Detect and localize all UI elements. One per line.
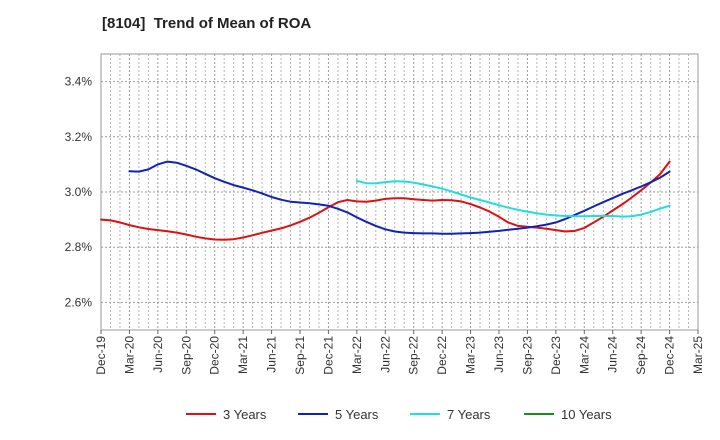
y-tick-label: 3.4% [65,75,93,89]
x-tick-label: Mar-21 [236,336,250,374]
chart-title: [8104] Trend of Mean of ROA [102,15,312,32]
x-tick-label: Sep-24 [634,336,648,375]
legend-label: 3 Years [223,407,267,422]
x-tick-label: Mar-22 [350,336,364,374]
x-tick-label: Dec-20 [208,336,222,375]
x-tick-label: Sep-22 [407,336,421,375]
x-tick-label: Jun-20 [151,336,165,373]
x-tick-label: Jun-22 [378,336,392,373]
x-tick-label: Jun-21 [265,336,279,373]
x-tick-label: Dec-22 [435,336,449,375]
x-tick-label: Sep-20 [179,336,193,375]
series-line [355,180,671,218]
x-tick-label: Dec-19 [94,336,108,375]
x-axis: Dec-19 Mar-20 Jun-20 Sep-20 Dec-20 Mar-21 Jun-… [94,330,705,375]
legend-label: 5 Years [335,407,379,422]
legend-label: 10 Years [561,407,612,422]
y-tick-label: 3.2% [65,130,93,144]
x-tick-label: Sep-21 [293,336,307,375]
y-axis: 2.6% 2.8% 3.0% 3.2% 3.4% [65,75,93,310]
y-tick-label: 2.8% [65,240,93,254]
x-tick-label: Mar-23 [464,336,478,374]
grid-lines [101,54,698,330]
x-tick-label: Dec-24 [663,336,677,375]
x-tick-label: Dec-23 [549,336,563,375]
x-tick-label: Mar-20 [122,336,136,374]
legend: 3 Years 5 Years 7 Years 10 Years [186,407,612,422]
x-tick-label: Sep-23 [520,336,534,375]
x-tick-label: Dec-21 [321,336,335,375]
legend-label: 7 Years [447,407,491,422]
series-line [128,160,671,235]
series-line [100,160,671,241]
x-tick-label: Jun-24 [606,336,620,373]
series-lines [100,160,671,241]
x-tick-label: Mar-25 [691,336,705,374]
y-tick-label: 2.6% [65,295,93,309]
x-tick-label: Mar-24 [577,336,591,374]
y-tick-label: 3.0% [65,185,93,199]
x-tick-label: Jun-23 [492,336,506,373]
